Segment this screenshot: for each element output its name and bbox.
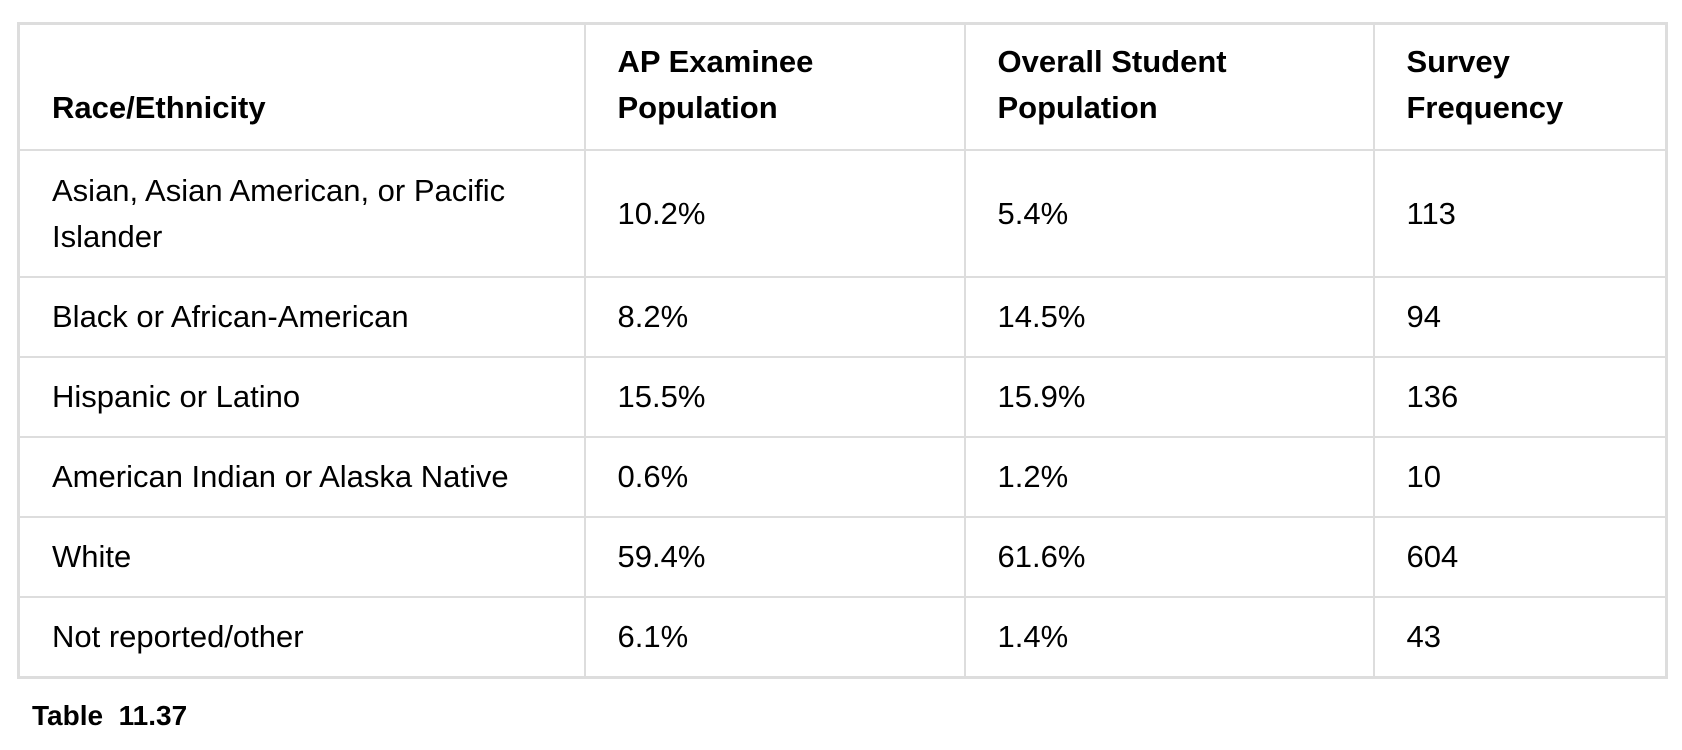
table-row: White 59.4% 61.6% 604	[17, 516, 1668, 598]
cell-ap-examinee: 10.2%	[583, 149, 966, 278]
cell-overall-student: 61.6%	[963, 516, 1375, 598]
table-row: American Indian or Alaska Native 0.6% 1.…	[17, 436, 1668, 518]
table-caption: Table 11.37	[32, 700, 188, 731]
cell-ap-examinee: 6.1%	[583, 596, 966, 679]
cell-ap-examinee: 8.2%	[583, 276, 966, 358]
cell-survey-frequency: 94	[1372, 276, 1668, 358]
cell-survey-frequency: 43	[1372, 596, 1668, 679]
table-row: Black or African-American 8.2% 14.5% 94	[17, 276, 1668, 358]
cell-survey-frequency: 136	[1372, 356, 1668, 438]
data-table-container: Race/Ethnicity AP Examinee Population Ov…	[17, 22, 1668, 679]
table-row: Asian, Asian American, or Pacific Island…	[17, 149, 1668, 278]
cell-survey-frequency: 604	[1372, 516, 1668, 598]
header-overall-student-population: Overall Student Population	[963, 22, 1375, 151]
cell-ap-examinee: 0.6%	[583, 436, 966, 518]
cell-survey-frequency: 10	[1372, 436, 1668, 518]
cell-overall-student: 14.5%	[963, 276, 1375, 358]
header-race-ethnicity: Race/Ethnicity	[17, 22, 586, 151]
cell-race-ethnicity: Not reported/other	[17, 596, 586, 679]
cell-race-ethnicity: Black or African-American	[17, 276, 586, 358]
table-row: Hispanic or Latino 15.5% 15.9% 136	[17, 356, 1668, 438]
cell-overall-student: 15.9%	[963, 356, 1375, 438]
cell-race-ethnicity: American Indian or Alaska Native	[17, 436, 586, 518]
cell-overall-student: 5.4%	[963, 149, 1375, 278]
cell-ap-examinee: 15.5%	[583, 356, 966, 438]
header-ap-examinee-population: AP Examinee Population	[583, 22, 966, 151]
cell-overall-student: 1.4%	[963, 596, 1375, 679]
header-survey-frequency: Survey Frequency	[1372, 22, 1668, 151]
cell-overall-student: 1.2%	[963, 436, 1375, 518]
cell-race-ethnicity: Hispanic or Latino	[17, 356, 586, 438]
table-row: Not reported/other 6.1% 1.4% 43	[17, 596, 1668, 679]
table-header-row: Race/Ethnicity AP Examinee Population Ov…	[17, 22, 1668, 151]
race-ethnicity-table: Race/Ethnicity AP Examinee Population Ov…	[17, 22, 1668, 679]
cell-ap-examinee: 59.4%	[583, 516, 966, 598]
cell-survey-frequency: 113	[1372, 149, 1668, 278]
cell-race-ethnicity: White	[17, 516, 586, 598]
cell-race-ethnicity: Asian, Asian American, or Pacific Island…	[17, 149, 586, 278]
